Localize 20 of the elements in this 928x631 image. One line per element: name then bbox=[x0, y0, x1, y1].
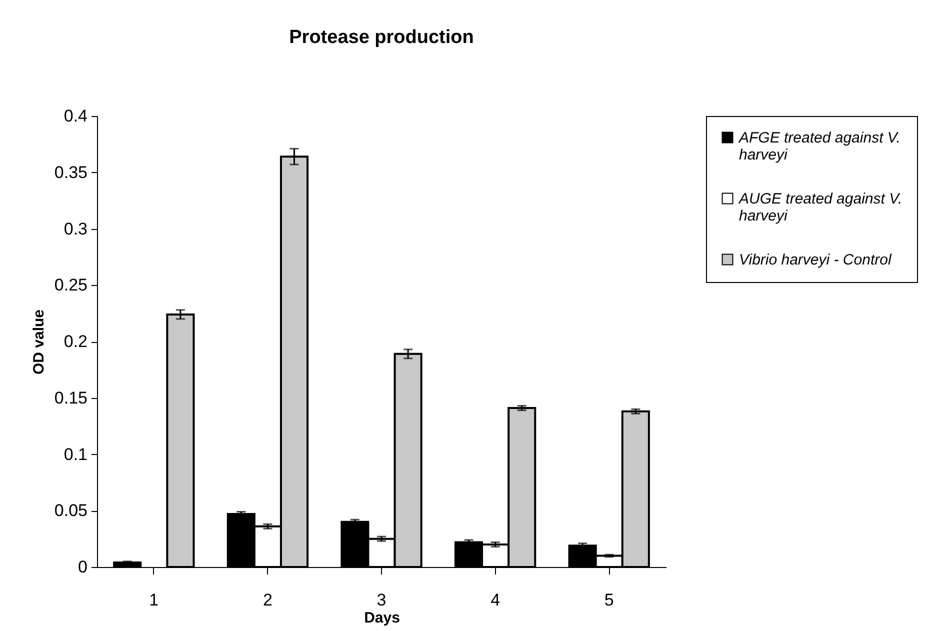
y-tick-label: 0.25 bbox=[54, 276, 88, 295]
y-tick-label: 0.2 bbox=[64, 332, 88, 351]
y-tick-label: 0.1 bbox=[64, 444, 88, 464]
x-tick-label: 3 bbox=[376, 590, 386, 610]
legend-label: AUGE treated against V. harveyi bbox=[738, 190, 902, 224]
x-axis-title: Days bbox=[364, 610, 400, 626]
x-tick-label: 4 bbox=[490, 590, 500, 610]
y-tick-label: 0.15 bbox=[54, 388, 88, 408]
legend-label: Vibrio harveyi - Control bbox=[739, 252, 892, 268]
chart-title: Protease production bbox=[289, 27, 474, 48]
y-tick-label: 0.05 bbox=[54, 501, 88, 520]
legend-label: AFGE treated against V. harveyi bbox=[738, 130, 900, 164]
y-tick-label: 0.35 bbox=[54, 162, 88, 182]
y-tick-label: 0.3 bbox=[64, 219, 88, 238]
x-tick-label: 2 bbox=[262, 590, 272, 610]
y-axis-title: OD value bbox=[30, 309, 48, 375]
x-tick-label: 1 bbox=[149, 590, 159, 610]
y-tick-label: 0 bbox=[78, 558, 88, 576]
y-tick-label: 0.4 bbox=[64, 106, 88, 126]
x-tick-label: 5 bbox=[604, 590, 614, 610]
